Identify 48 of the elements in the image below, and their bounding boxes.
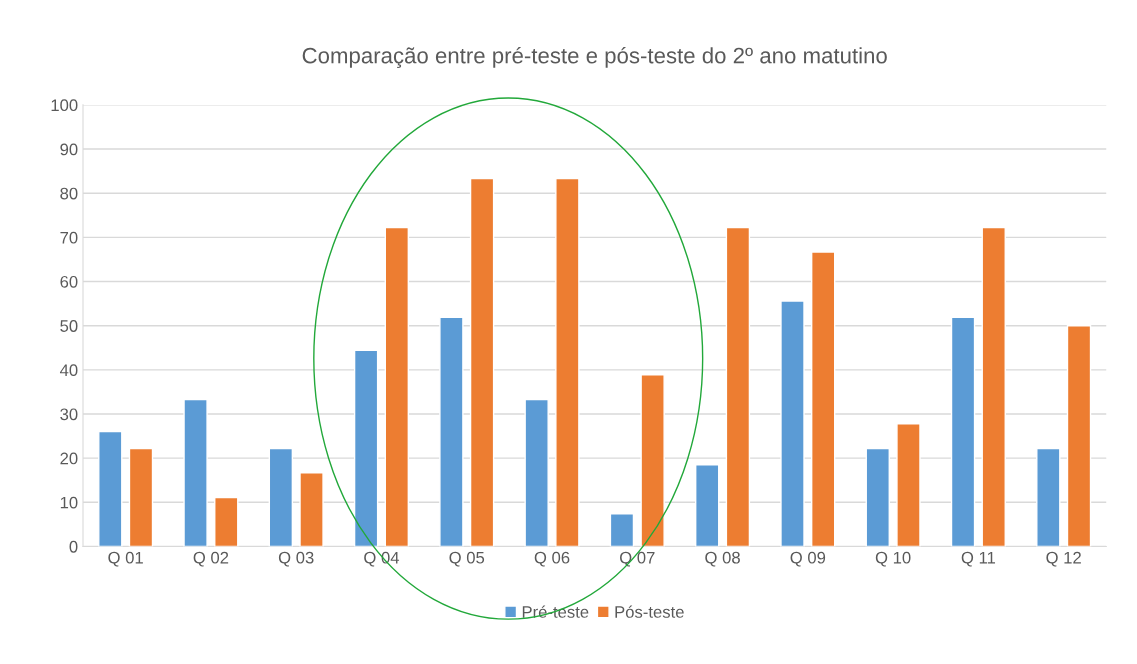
x-tick-label: Q 11	[961, 551, 996, 567]
x-tick-label: Q 01	[108, 551, 143, 567]
y-tick-label: 30	[60, 408, 78, 421]
bar	[725, 226, 751, 547]
bar	[555, 177, 580, 547]
y-tick-label: 50	[60, 320, 78, 332]
bar	[183, 398, 208, 547]
bar	[439, 316, 464, 547]
bar	[695, 464, 720, 547]
bar	[810, 251, 836, 547]
legend-label: Pós-teste	[615, 605, 684, 618]
x-tick-label: Q 10	[875, 551, 911, 567]
x-tick-label: Q 07	[620, 551, 655, 567]
x-tick-label: Q 09	[790, 551, 826, 567]
bar	[1036, 447, 1061, 547]
x-tick-label: Q 05	[449, 551, 485, 567]
bar	[1066, 324, 1092, 547]
bar	[268, 447, 294, 547]
y-tick-label: 40	[59, 364, 78, 377]
y-tick-label: 70	[60, 231, 78, 244]
bar	[353, 349, 379, 547]
bar	[896, 423, 921, 547]
bar	[384, 226, 410, 547]
bar	[524, 398, 549, 547]
x-tick-label: Q 03	[278, 551, 314, 567]
bar	[128, 447, 154, 547]
chart-title: Comparação entre pré-teste e pós-teste do 2º ano matutino	[302, 46, 887, 68]
bar	[299, 472, 324, 547]
y-tick-label: 80	[60, 187, 78, 200]
bar	[981, 226, 1006, 547]
bar	[950, 316, 976, 547]
bar	[609, 513, 635, 547]
x-tick-label: Q 12	[1046, 551, 1081, 567]
bar	[780, 300, 805, 547]
bar	[865, 447, 890, 547]
bar	[214, 496, 239, 547]
bar	[640, 374, 665, 547]
x-tick-label: Q 08	[705, 551, 740, 567]
y-tick-label: 20	[60, 452, 78, 465]
y-tick-label: 100	[51, 99, 78, 112]
bar	[98, 430, 123, 547]
bar	[469, 177, 495, 547]
y-tick-label: 10	[60, 496, 78, 509]
y-tick-label: 0	[69, 540, 78, 553]
x-tick-label: Q 06	[534, 551, 570, 567]
x-tick-label: Q 02	[193, 551, 229, 567]
y-tick-label: 90	[60, 143, 78, 156]
y-tick-label: 60	[60, 275, 78, 288]
